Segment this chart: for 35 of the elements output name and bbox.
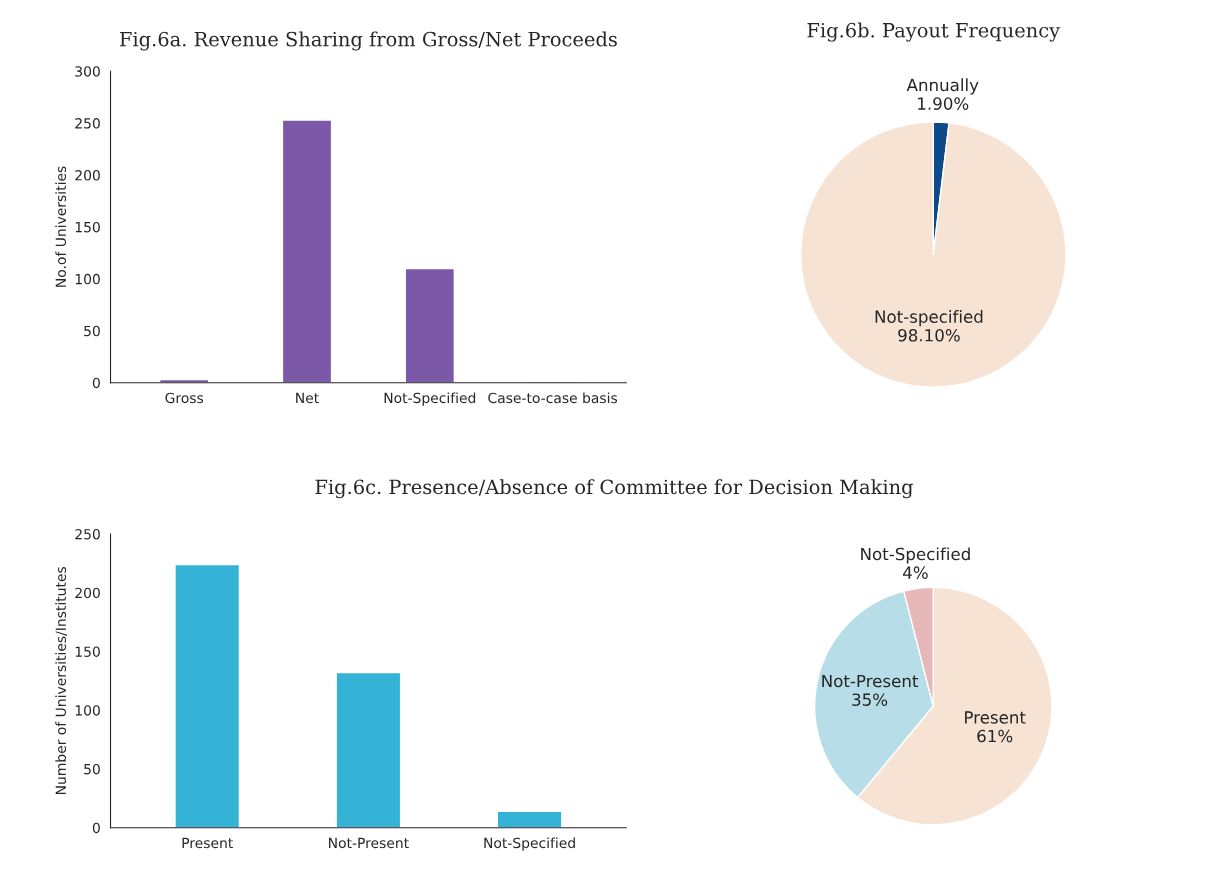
x-tick-label: Not-Specified [384, 392, 476, 406]
x-tick-label: Present [182, 837, 233, 849]
y-axis-title: No.of Universities [55, 166, 67, 287]
x-tick-label: Case-to-case basis [488, 392, 618, 404]
y-tick-label: 50 [84, 763, 100, 775]
y-tick-label: 0 [92, 377, 100, 389]
data-label: 98.10% [898, 328, 960, 342]
slice-label: Not-Specified [861, 547, 970, 564]
y-tick-label: 150 [75, 221, 100, 233]
y-tick-label: 250 [75, 118, 100, 129]
y-tick-label: 0 [92, 822, 100, 834]
x-tick-label: Net [296, 392, 319, 404]
chart-title: Fig.6a. Revenue Sharing from Gross/Net Proceeds [120, 31, 617, 51]
chart-title: Fig.6c. Presence/Absence of Committee for Decision Making [315, 479, 913, 499]
slice-label: Present [965, 711, 1026, 724]
y-tick-label: 100 [75, 273, 100, 285]
data-label: 61% [977, 729, 1013, 743]
data-label: 4% [903, 566, 928, 579]
y-axis-title: Number of Universities/Institutes [55, 566, 68, 795]
chart-title: Fig.6b. Payout Frequency [807, 22, 1061, 42]
y-tick-label: 250 [75, 528, 100, 540]
slice-label: Not-specified [875, 310, 983, 327]
y-tick-label: 150 [75, 646, 100, 657]
x-tick-label: Not-Present [329, 837, 409, 849]
x-tick-label: Gross [165, 392, 204, 404]
x-tick-label: Not-Specified [484, 837, 575, 851]
slice-label: Not-Present [822, 674, 919, 688]
y-tick-label: 50 [84, 325, 100, 337]
y-tick-label: 200 [75, 170, 100, 181]
y-tick-label: 300 [75, 66, 100, 77]
slice-label: Annually [906, 78, 979, 95]
data-label: 35% [852, 693, 888, 706]
data-label: 1.90% [918, 97, 969, 110]
y-tick-label: 100 [75, 705, 100, 716]
y-tick-label: 200 [75, 587, 100, 599]
